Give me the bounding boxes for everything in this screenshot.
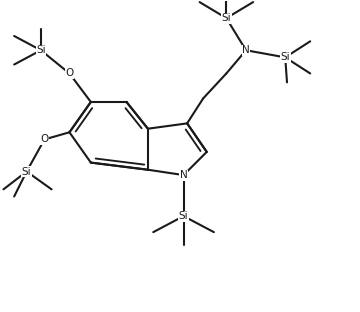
Text: N: N [180,170,188,180]
Text: Si: Si [179,211,188,221]
Text: O: O [40,134,49,144]
Text: Si: Si [22,167,31,177]
Text: N: N [242,45,250,55]
Text: O: O [65,68,73,78]
Text: Si: Si [221,13,231,23]
Text: Si: Si [280,52,290,62]
Text: Si: Si [36,45,46,55]
